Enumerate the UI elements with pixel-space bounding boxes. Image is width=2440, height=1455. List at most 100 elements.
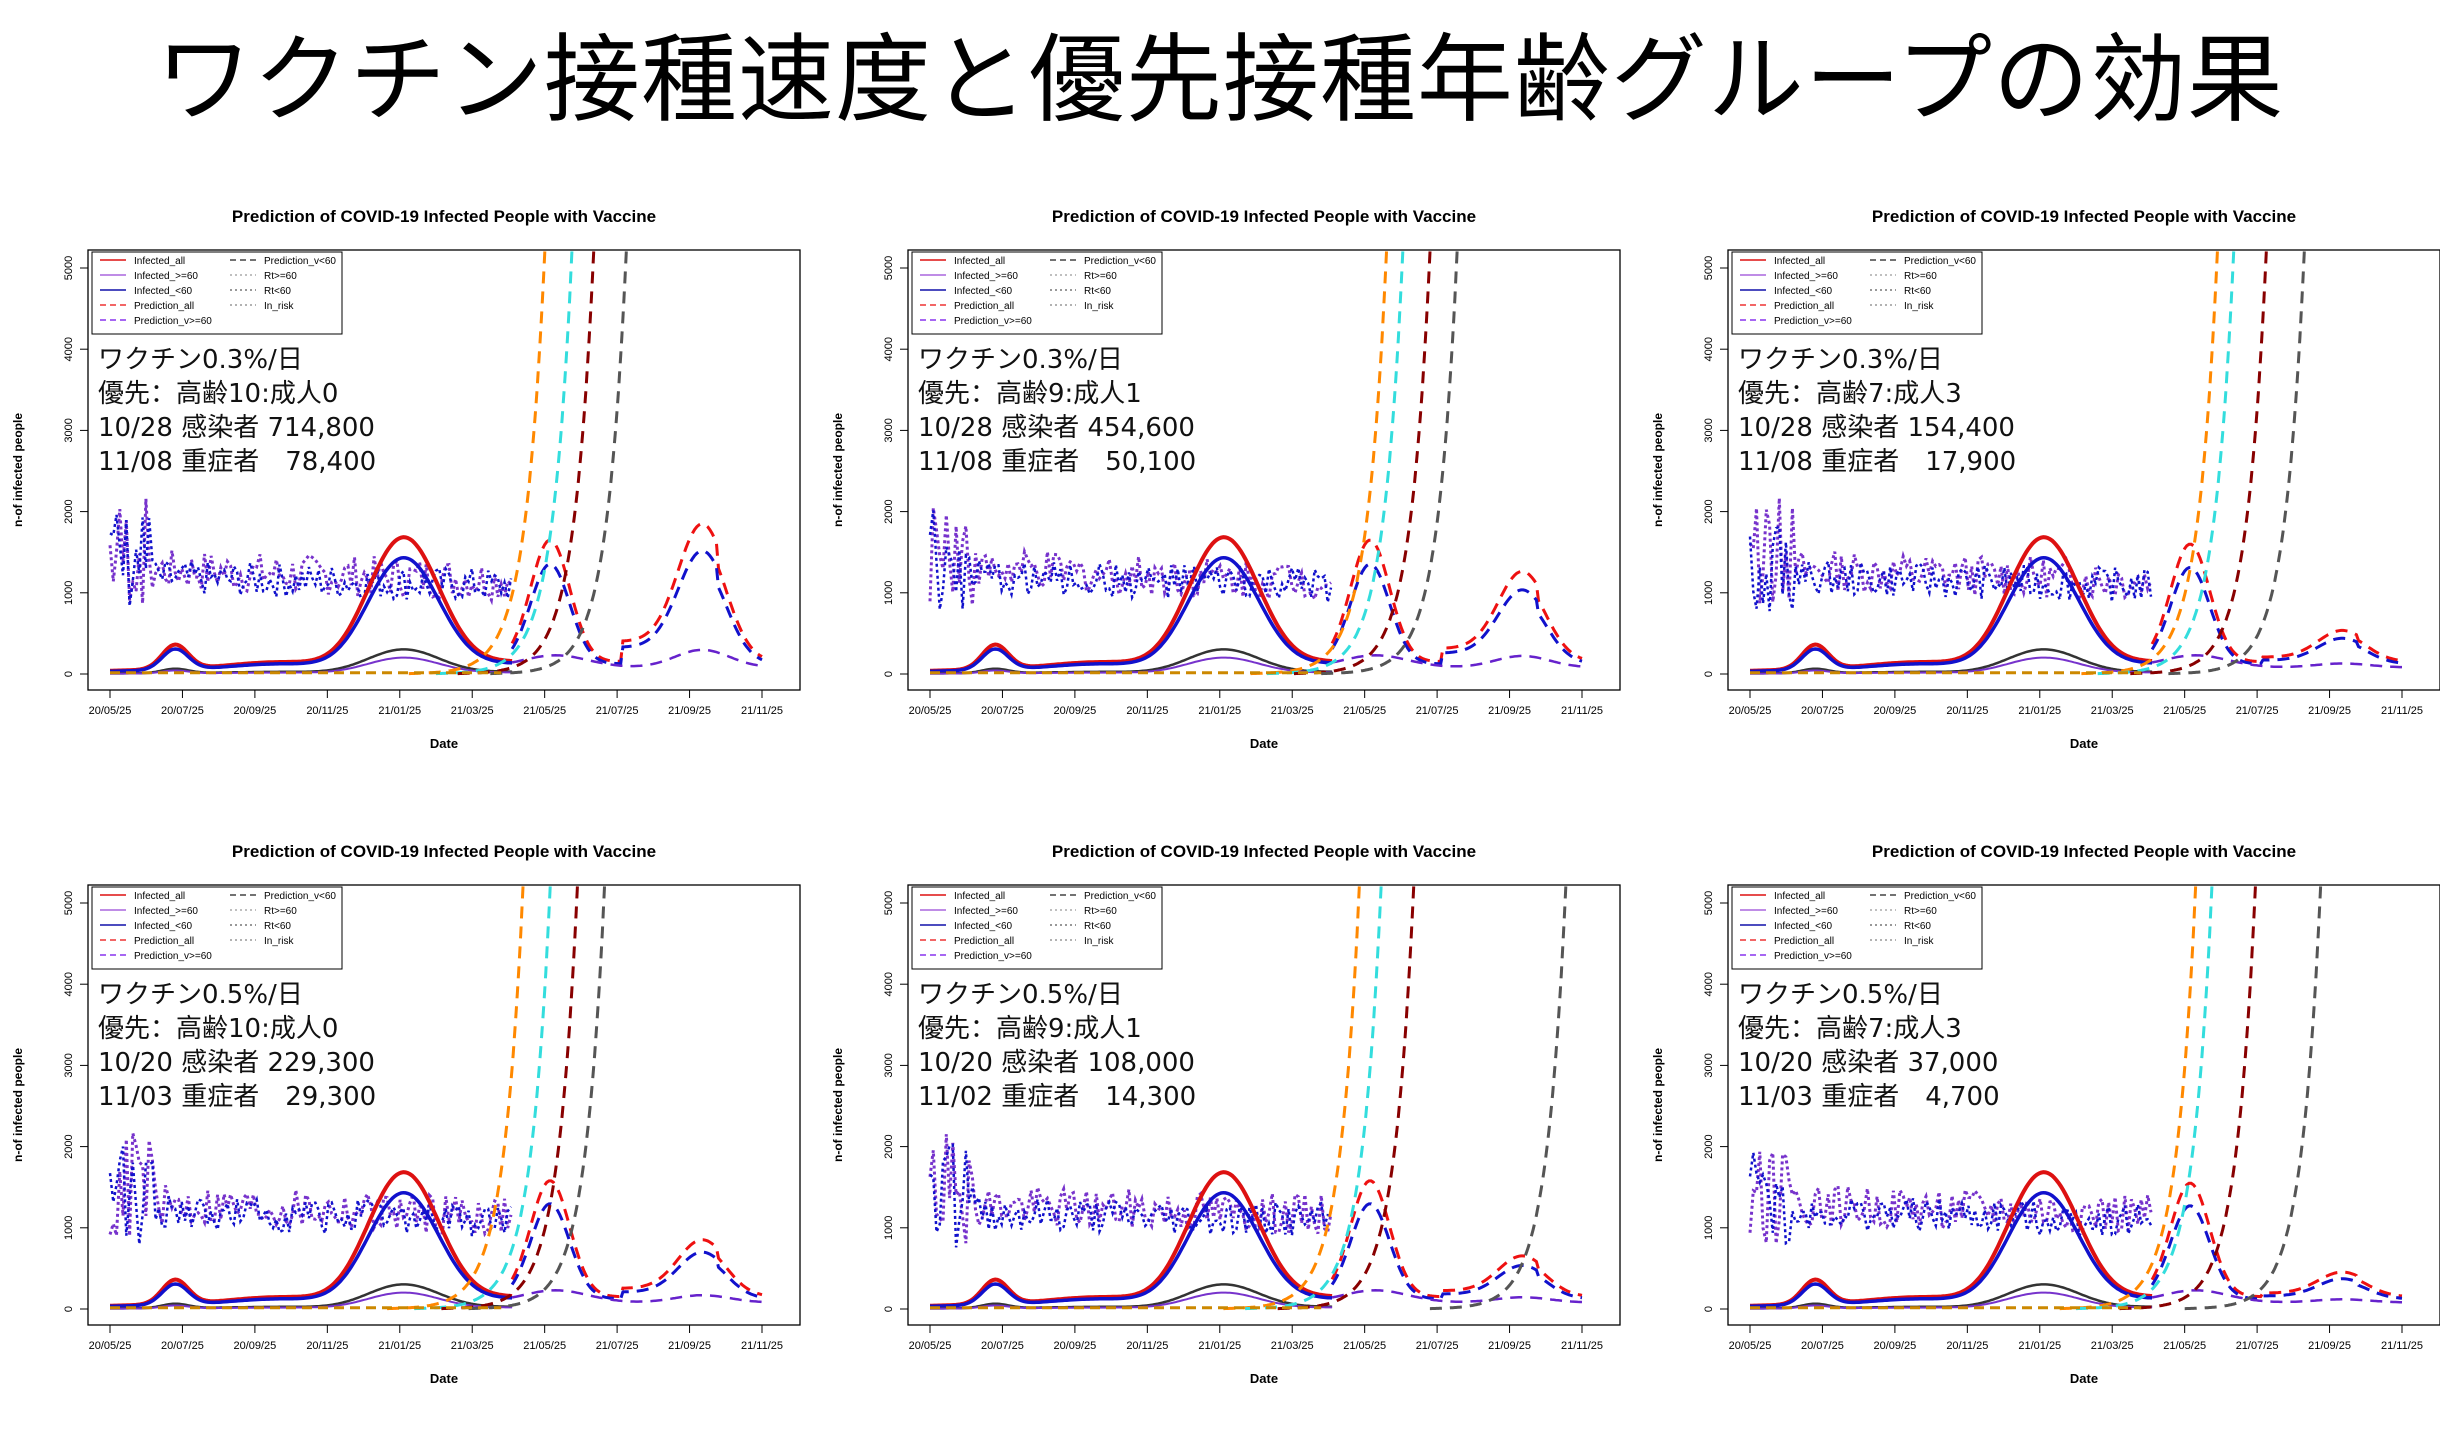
prediction-v-under60-line — [1277, 885, 1416, 1311]
prediction-all-line — [510, 1179, 763, 1298]
x-tick-label: 21/07/25 — [596, 705, 639, 717]
y-tick-label: 2000 — [883, 499, 895, 523]
x-tick-label: 21/09/25 — [2308, 705, 2351, 717]
legend-box — [91, 251, 343, 335]
prediction-all-line — [510, 522, 763, 663]
annotation-block: ワクチン0.3%/日優先：高齢10:成人0 10/28 感染者 714,800 11… — [98, 345, 376, 477]
x-tick-label: 20/05/25 — [909, 705, 952, 717]
x-tick-label: 20/05/25 — [1729, 705, 1772, 717]
legend-label: Prediction_all — [134, 301, 194, 312]
legend-label: In_risk — [1084, 301, 1114, 312]
legend-label: Prediction_all — [1774, 301, 1834, 312]
legend-label: Prediction_v>=60 — [134, 951, 212, 962]
legend-label: Infected_<60 — [1774, 921, 1833, 932]
legend-label: Infected_>=60 — [954, 906, 1018, 917]
annotation-line: 優先：高齢7:成人3 — [1738, 379, 1962, 409]
plot-frame — [907, 249, 1621, 691]
legend-label: Rt<60 — [1084, 286, 1111, 297]
legend-label: Infected_>=60 — [134, 906, 198, 917]
legend: Infected_all Infected_>=60 Infected_<60 Pre… — [911, 251, 1163, 335]
rt-over60-blowup-line — [2168, 250, 2306, 676]
x-tick-label: 21/05/25 — [1343, 1340, 1386, 1352]
y-tick-label: 3000 — [883, 418, 895, 442]
rt-over60-blowup-line — [1429, 885, 1568, 1311]
y-axis-label: n-of infected people — [1651, 1048, 1665, 1162]
legend-box — [911, 251, 1163, 335]
annotation-line: 優先：高齢7:成人3 — [1738, 1014, 1962, 1044]
legend-label: Prediction_v<60 — [264, 891, 336, 902]
legend-label: Infected_<60 — [134, 921, 193, 932]
x-tick-label: 20/07/25 — [1801, 1340, 1844, 1352]
y-tick-label: 2000 — [63, 499, 75, 523]
y-tick-label: 4000 — [883, 337, 895, 361]
x-axis-label: Date — [1250, 736, 1278, 751]
x-axis-label: Date — [2070, 1371, 2098, 1386]
rt-ratio-line-2 — [1748, 524, 2153, 612]
prediction-all-line — [1330, 538, 1583, 663]
x-tick-label: 20/07/25 — [1801, 705, 1844, 717]
y-tick-label: 2000 — [1703, 1134, 1715, 1158]
x-tick-label: 21/03/25 — [1271, 705, 1314, 717]
y-tick-label: 2000 — [1703, 499, 1715, 523]
y-tick-label: 2000 — [883, 1134, 895, 1158]
legend-label: In_risk — [1904, 301, 1934, 312]
x-tick-label: 21/07/25 — [2236, 705, 2279, 717]
y-tick-label: 0 — [883, 1306, 895, 1312]
prediction-under60-line — [1330, 1202, 1583, 1301]
legend-box — [1731, 251, 1983, 335]
x-tick-label: 21/09/25 — [2308, 1340, 2351, 1352]
infected-all-line — [930, 1170, 1333, 1308]
chart-title: Prediction of COVID-19 Infected People w… — [1872, 842, 2296, 861]
rt-ratio-line — [928, 507, 1332, 605]
legend-label: Prediction_all — [134, 936, 194, 947]
y-axis-label: n-of infected people — [11, 1048, 25, 1162]
x-tick-label: 20/11/25 — [1946, 705, 1988, 717]
x-tick-label: 20/07/25 — [161, 705, 204, 717]
x-tick-label: 21/05/25 — [523, 1340, 566, 1352]
annotation-block: ワクチン0.5%/日優先：高齢7:成人3 10/20 感染者 37,000 11/0… — [1738, 980, 2000, 1112]
chart-panel-3: Prediction of COVID-19 Infected People w… — [1640, 190, 2440, 820]
annotation-line: 10/20 感染者 229,300 — [98, 1048, 375, 1078]
prediction-v60-line — [1331, 654, 1583, 668]
x-tick-label: 21/09/25 — [1488, 1340, 1531, 1352]
infected-under60-line — [110, 555, 513, 673]
legend-label: Rt>=60 — [264, 906, 297, 917]
y-tick-label: 3000 — [63, 418, 75, 442]
legend-box — [1731, 886, 1983, 970]
annotation-block: ワクチン0.5%/日優先：高齢9:成人1 10/20 感染者 108,000 11/… — [918, 980, 1196, 1112]
y-axis-label: n-of infected people — [831, 1048, 845, 1162]
x-tick-label: 21/05/25 — [1343, 705, 1386, 717]
legend-label: Rt<60 — [1904, 921, 1931, 932]
y-tick-label: 2000 — [63, 1134, 75, 1158]
infected-under60-line — [1750, 1190, 2153, 1308]
legend-label: Infected_>=60 — [1774, 271, 1838, 282]
legend-label: Rt<60 — [264, 286, 291, 297]
chart-svg: Prediction of COVID-19 Infected People w… — [11, 207, 801, 751]
chart-title: Prediction of COVID-19 Infected People w… — [1052, 842, 1476, 861]
page-title: ワクチン接種速度と優先接種年齢グループの効果 — [155, 24, 2285, 136]
annotation-line: ワクチン0.3%/日 — [1738, 345, 1943, 375]
series-group — [108, 250, 763, 676]
infected-under60-line — [930, 1190, 1333, 1308]
y-tick-label: 1000 — [1703, 581, 1715, 605]
x-tick-label: 21/09/25 — [668, 705, 711, 717]
legend-label: Rt>=60 — [1904, 271, 1937, 282]
rt-ratio-line-2 — [928, 510, 1333, 610]
rt-under60-blowup-line — [1266, 250, 1405, 676]
series-group — [928, 885, 1583, 1311]
annotation-line: 優先：高齢9:成人1 — [918, 1014, 1142, 1044]
x-tick-label: 21/09/25 — [1488, 705, 1531, 717]
x-tick-label: 20/11/25 — [306, 705, 348, 717]
y-tick-label: 5000 — [883, 891, 895, 915]
legend-label: Rt<60 — [1084, 921, 1111, 932]
rt-ratio-line — [1748, 1151, 2153, 1244]
legend-label: Prediction_v<60 — [1084, 891, 1156, 902]
infected-all-line — [930, 535, 1333, 673]
legend-label: Infected_all — [954, 256, 1005, 267]
prediction-under60-line — [2150, 1204, 2403, 1301]
annotation-line: 優先：高齢10:成人0 — [98, 1014, 338, 1044]
annotation-line: 優先：高齢10:成人0 — [98, 379, 338, 409]
y-tick-label: 1000 — [883, 581, 895, 605]
x-tick-label: 21/07/25 — [1416, 705, 1459, 717]
legend-label: Prediction_v>=60 — [954, 951, 1032, 962]
